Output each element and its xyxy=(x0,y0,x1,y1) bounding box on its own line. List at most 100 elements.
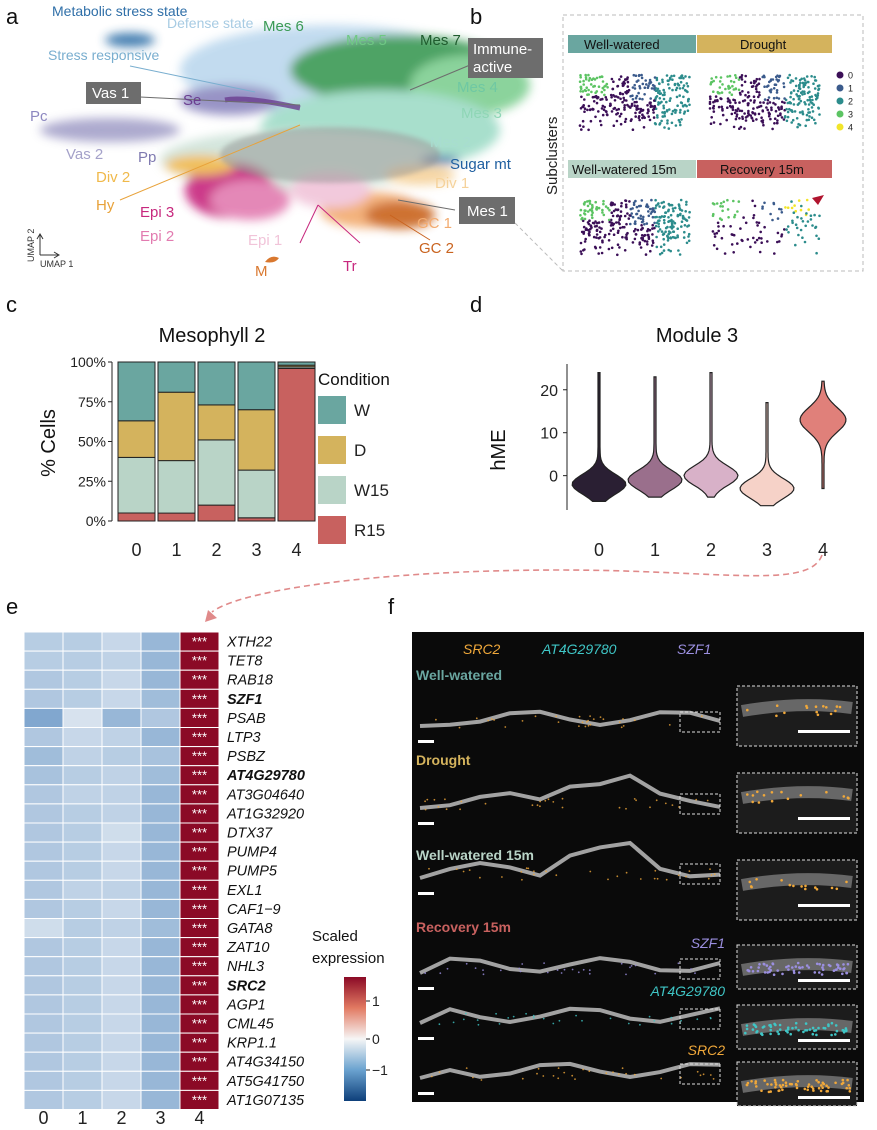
heat-cell-SZF1-0 xyxy=(23,688,64,709)
heat-cell-RAB18-1 xyxy=(62,669,103,690)
sig-label: *** xyxy=(192,978,207,993)
heat-cell-GATA8-0 xyxy=(23,918,64,939)
cluster-label-epi2: Epi 2 xyxy=(140,228,174,245)
immune-label-line1: Immune- xyxy=(473,41,532,58)
mes1-box xyxy=(459,197,515,224)
c-ytick-1: 25% xyxy=(78,473,106,489)
sig-label: *** xyxy=(192,997,207,1012)
cluster-label-mes2: Mes 2 xyxy=(430,134,471,151)
heat-cell-AT4G29780-1 xyxy=(62,765,103,786)
heat-cell-AGP1-0 xyxy=(23,994,64,1015)
legend-dot-0 xyxy=(836,71,844,79)
cell-strand-4 xyxy=(418,1006,721,1040)
microscopy-panel: SRC2 AT4G29780 SZF1 Well-watered Drought Wel… xyxy=(412,632,864,1107)
chart-c-ylabel: % Cells xyxy=(38,409,60,477)
heat-cell-SRC2-0 xyxy=(23,975,64,996)
cell-strand-0 xyxy=(418,709,721,743)
heat-cell-PSAB-1 xyxy=(62,707,103,729)
sig-label: *** xyxy=(192,691,207,706)
cluster-label-mes6: Mes 6 xyxy=(263,18,304,35)
heat-cell-CAF1−9-0 xyxy=(23,898,64,920)
heat-cell-CAF1−9-1 xyxy=(62,898,103,920)
heat-cell-EXL1-1 xyxy=(62,879,103,900)
heat-cell-NHL3-1 xyxy=(62,956,103,977)
cond-bar-ww15 xyxy=(568,160,696,178)
heat-cell-PUMP4-3 xyxy=(140,841,181,862)
probe-label-SZF1: SZF1 xyxy=(677,641,711,657)
legend-tick-2: −1 xyxy=(372,1062,388,1078)
probe-label-AT4G29780: AT4G29780 xyxy=(541,641,617,657)
cluster-label-sugar: Sugar mt xyxy=(450,156,512,173)
condition-label-0: Well-watered xyxy=(416,667,502,683)
subcluster-umaps xyxy=(578,73,821,257)
gene-label-EXL1: EXL1 xyxy=(227,883,262,899)
heat-cell-AT4G29780-2 xyxy=(101,765,142,786)
cluster-label-vas1: Vas 1 xyxy=(92,85,129,102)
c-xtick-0: 0 xyxy=(131,540,141,560)
heat-cell-PSAB-3 xyxy=(140,707,181,729)
sig-label: *** xyxy=(192,1054,207,1069)
probe-label-SRC2: SRC2 xyxy=(463,641,501,657)
bar-1-R15 xyxy=(157,512,196,522)
d-ytick-0: 0 xyxy=(549,469,558,486)
c-ytick-0: 0% xyxy=(86,513,106,529)
heat-cell-LTP3-1 xyxy=(62,727,103,748)
d-ytick-20: 20 xyxy=(540,383,558,400)
legend-dot-4 xyxy=(836,123,844,131)
heat-cell-AT4G34150-1 xyxy=(62,1051,103,1072)
cell-strand-2 xyxy=(418,840,721,895)
panel-letter-d: d xyxy=(470,292,482,317)
cluster-label-div1: Div 1 xyxy=(435,175,469,192)
heat-cell-AT5G41750-0 xyxy=(23,1070,64,1091)
heat-cell-AT3G04640-2 xyxy=(101,784,142,805)
sig-label: *** xyxy=(192,787,207,802)
legend-dot-3 xyxy=(836,110,844,118)
vas1-box xyxy=(86,82,141,104)
heat-cell-LTP3-3 xyxy=(140,727,181,748)
condition-label-1: Drought xyxy=(416,752,471,768)
sig-label: *** xyxy=(192,730,207,745)
module3-violin-chart: Module 3 hME 0 10 20 0 1 2 3 4 xyxy=(488,325,847,560)
heat-cell-CML45-1 xyxy=(62,1013,103,1034)
sig-label: *** xyxy=(192,901,207,916)
heat-cell-PSAB-2 xyxy=(101,707,142,729)
heat-cell-AT4G29780-0 xyxy=(23,765,64,786)
umap-axes xyxy=(36,233,60,259)
condition-label-3: Recovery 15m xyxy=(416,919,511,935)
channel-label-SRC2: SRC2 xyxy=(688,1042,726,1058)
heat-cell-AGP1-3 xyxy=(140,994,181,1015)
legend-label-3: 3 xyxy=(848,110,853,120)
subcluster-umap-3 xyxy=(711,198,821,255)
violin-1 xyxy=(627,376,683,498)
cluster-label-mes4: Mes 4 xyxy=(457,79,498,96)
gene-label-PSBZ: PSBZ xyxy=(227,749,266,765)
gene-label-XTH22: XTH22 xyxy=(226,635,272,651)
heat-cell-ZAT10-0 xyxy=(23,937,64,958)
heat-cell-SRC2-3 xyxy=(140,975,181,996)
inset-1 xyxy=(736,772,858,834)
heat-cell-PUMP4-1 xyxy=(62,841,103,862)
heat-col-4: 4 xyxy=(194,1108,204,1128)
cluster-label-epi3: Epi 3 xyxy=(140,204,174,221)
bar-4-W xyxy=(277,361,316,366)
umap-leader-lines xyxy=(119,64,471,244)
cell-strand-1 xyxy=(418,773,721,825)
panel-b-frame xyxy=(562,14,864,272)
heat-cell-AT4G34150-2 xyxy=(101,1051,142,1072)
bar-2-W15 xyxy=(197,439,236,506)
cond-label-well-watered: Well-watered xyxy=(584,37,660,52)
subcluster-umap-2 xyxy=(579,198,691,257)
legend-label-W15: W15 xyxy=(354,481,389,500)
gene-label-AT1G07135: AT1G07135 xyxy=(226,1093,305,1109)
heat-cell-NHL3-2 xyxy=(101,956,142,977)
heat-cell-NHL3-0 xyxy=(23,956,64,977)
heat-cell-AT1G07135-3 xyxy=(140,1089,181,1111)
bar-2-D xyxy=(197,404,236,441)
heat-cell-GATA8-3 xyxy=(140,918,181,939)
cell-strand-5 xyxy=(418,1061,721,1095)
gene-heatmap: *** XTH22 *** TET8 *** RAB18 *** SZF1 *** PSAB ***… xyxy=(23,631,388,1128)
sig-label: *** xyxy=(192,749,207,764)
cluster-label-gc2: GC 2 xyxy=(419,240,454,257)
heat-cell-PSBZ-0 xyxy=(23,746,64,767)
gene-label-PSAB: PSAB xyxy=(227,711,266,727)
